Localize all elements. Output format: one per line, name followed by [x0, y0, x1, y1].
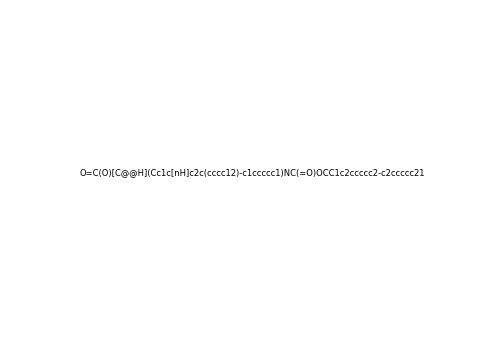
Text: O=C(O)[C@@H](Cc1c[nH]c2c(cccc12)-c1ccccc1)NC(=O)OCC1c2ccccc2-c2ccccc21: O=C(O)[C@@H](Cc1c[nH]c2c(cccc12)-c1ccccc… — [79, 169, 425, 177]
